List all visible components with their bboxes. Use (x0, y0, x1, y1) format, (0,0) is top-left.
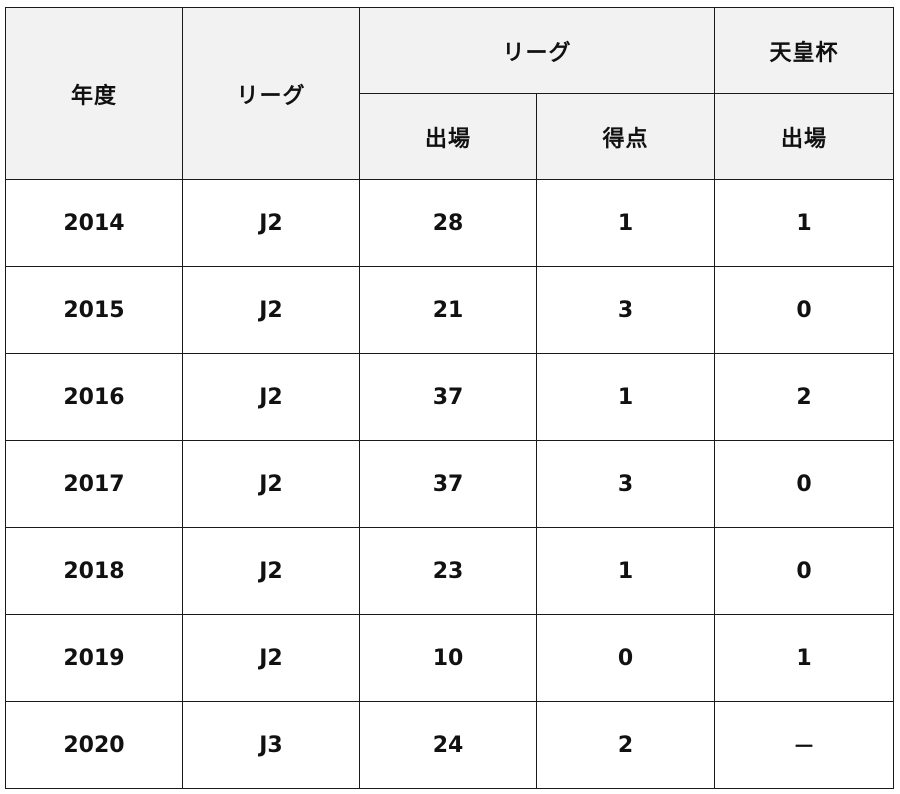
cell-cup: 0 (714, 440, 895, 528)
cell-league: J3 (182, 701, 360, 789)
cell-appearances: 28 (359, 179, 537, 267)
cell-year: 2017 (5, 440, 183, 528)
cell-cup: － (714, 701, 895, 789)
cell-goals: 3 (535, 266, 716, 354)
table-row: 2020 J3 24 2 － (5, 701, 895, 789)
cell-goals: 1 (535, 353, 716, 441)
table-row: 2018 J2 23 1 0 (5, 527, 895, 615)
cell-appearances: 37 (359, 440, 537, 528)
cell-year: 2016 (5, 353, 183, 441)
cell-goals: 1 (535, 527, 716, 615)
cell-year: 2020 (5, 701, 183, 789)
table-row: 2016 J2 37 1 2 (5, 353, 895, 441)
cell-appearances: 10 (359, 614, 537, 702)
cell-goals: 0 (535, 614, 716, 702)
cell-cup: 0 (714, 266, 895, 354)
cell-cup: 1 (714, 179, 895, 267)
table-row: 2015 J2 21 3 0 (5, 266, 895, 354)
cell-league: J2 (182, 353, 360, 441)
header-league-group: リーグ (358, 7, 716, 94)
header-year: 年度 (5, 7, 183, 180)
cell-goals: 2 (535, 701, 716, 789)
cell-appearances: 24 (359, 701, 537, 789)
cell-year: 2019 (5, 614, 183, 702)
cell-year: 2015 (5, 266, 183, 354)
header-appearances: 出場 (359, 93, 537, 180)
header-cup-group: 天皇杯 (714, 7, 895, 94)
cell-goals: 1 (535, 179, 716, 267)
table-row: 2017 J2 37 3 0 (5, 440, 895, 528)
table-row: 2014 J2 28 1 1 (5, 179, 895, 267)
table-body: 2014 J2 28 1 1 2015 J2 21 3 0 2016 J2 37… (5, 179, 895, 789)
career-stats-table: 年度 リーグ リーグ 天皇杯 出場 得点 出場 2014 J2 28 1 1 2… (5, 7, 895, 789)
header-league: リーグ (182, 7, 360, 180)
cell-year: 2018 (5, 527, 183, 615)
cell-year: 2014 (5, 179, 183, 267)
cell-goals: 3 (535, 440, 716, 528)
header-goals: 得点 (535, 93, 716, 180)
cell-league: J2 (182, 440, 360, 528)
cell-cup: 0 (714, 527, 895, 615)
table-header: 年度 リーグ リーグ 天皇杯 出場 得点 出場 (5, 7, 895, 180)
cell-league: J2 (182, 614, 360, 702)
cell-appearances: 37 (359, 353, 537, 441)
cell-cup: 2 (714, 353, 895, 441)
cell-league: J2 (182, 266, 360, 354)
header-cup-appearances: 出場 (714, 93, 895, 180)
cell-cup: 1 (714, 614, 895, 702)
cell-appearances: 23 (359, 527, 537, 615)
cell-appearances: 21 (359, 266, 537, 354)
table-row: 2019 J2 10 0 1 (5, 614, 895, 702)
header-row-bottom: 出場 得点 出場 (6, 93, 895, 180)
header-row-top: 年度 リーグ リーグ 天皇杯 (5, 7, 895, 180)
cell-league: J2 (182, 527, 360, 615)
cell-league: J2 (182, 179, 360, 267)
